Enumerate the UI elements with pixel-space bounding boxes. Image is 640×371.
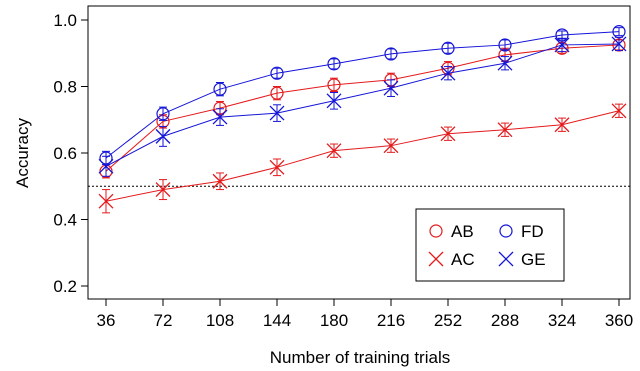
x-tick-label: 72 (154, 311, 173, 330)
series-ge (98, 36, 627, 177)
series-fd (99, 25, 626, 166)
x-marker-stroke (440, 65, 456, 81)
series-ac (98, 103, 627, 214)
legend-label-ge: GE (521, 250, 546, 269)
series-line-ac (105, 110, 620, 202)
x-marker-stroke (498, 251, 514, 267)
data-point-ac (269, 159, 285, 175)
x-marker-stroke (326, 93, 342, 109)
x-marker-stroke (497, 122, 513, 138)
data-point-ge (212, 109, 228, 125)
data-point-ge (383, 80, 399, 96)
y-tick-label: 0.4 (53, 211, 77, 230)
legend-marker-ge (498, 251, 514, 267)
data-point-ac (383, 138, 399, 154)
x-marker-stroke (383, 80, 399, 96)
data-point-ab (327, 78, 341, 92)
legend-box (415, 208, 565, 282)
x-marker-stroke (98, 193, 114, 209)
data-point-fd (384, 47, 398, 61)
series-line-ab (105, 44, 620, 172)
legend-item-fd: FD (499, 222, 544, 241)
data-point-ge (554, 37, 570, 53)
legend-marker-ac (428, 251, 444, 267)
data-point-fd (327, 57, 341, 71)
x-marker-stroke (98, 158, 114, 174)
legend-label-ab: AB (451, 222, 474, 241)
x-tick-label: 216 (377, 311, 405, 330)
data-point-ac (497, 122, 513, 138)
x-marker-stroke (155, 182, 171, 198)
series-line-ge (105, 43, 620, 167)
data-point-fd (441, 41, 455, 55)
x-marker-stroke (428, 251, 444, 267)
y-tick-label: 0.2 (53, 277, 77, 296)
data-point-ge (269, 105, 285, 121)
error-bar (216, 82, 224, 97)
legend-item-ab: AB (429, 222, 474, 241)
data-point-ac (212, 173, 228, 189)
data-point-ac (554, 117, 570, 133)
error-bar (273, 86, 281, 101)
x-marker-stroke (440, 126, 456, 142)
series-ab (99, 38, 626, 179)
x-axis: 36 72 108 144 180 216 252 288 324 360 (97, 299, 633, 330)
x-tick-label: 324 (548, 311, 576, 330)
x-tick-label: 180 (320, 311, 348, 330)
data-point-ge (440, 65, 456, 81)
data-point-fd (213, 82, 227, 96)
x-axis-title: Number of training trials (270, 348, 450, 367)
data-point-fd (498, 38, 512, 52)
legend-item-ac: AC (428, 250, 475, 269)
legend-marker-fd (499, 224, 513, 238)
series-line-fd (105, 31, 620, 159)
x-marker-stroke (269, 159, 285, 175)
legend-label-fd: FD (521, 222, 544, 241)
legend-marker-ab (429, 224, 443, 238)
x-marker-stroke (497, 55, 513, 71)
x-marker-stroke (155, 128, 171, 144)
data-point-ac (326, 143, 342, 159)
series-layer (98, 25, 627, 214)
x-marker-stroke (554, 37, 570, 53)
data-point-ac (155, 182, 171, 198)
y-tick-label: 0.6 (53, 144, 77, 163)
x-tick-label: 108 (206, 311, 234, 330)
x-marker-stroke (269, 105, 285, 121)
x-marker-stroke (326, 143, 342, 159)
data-point-ab (270, 86, 284, 100)
data-point-ge (98, 158, 114, 174)
data-point-fd (156, 107, 170, 121)
data-point-ge (326, 93, 342, 109)
x-marker-stroke (212, 173, 228, 189)
data-point-ge (611, 36, 627, 52)
x-tick-label: 288 (491, 311, 519, 330)
x-marker-stroke (611, 36, 627, 52)
data-point-ge (155, 128, 171, 144)
x-tick-label: 36 (97, 311, 116, 330)
x-marker-stroke (611, 103, 627, 119)
y-axis-title: Accuracy (13, 118, 32, 188)
legend-item-ge: GE (498, 250, 546, 269)
x-marker-stroke (212, 109, 228, 125)
x-tick-label: 144 (263, 311, 291, 330)
x-tick-label: 252 (434, 311, 462, 330)
error-bar (330, 77, 338, 92)
data-point-ac (611, 103, 627, 119)
y-tick-label: 1.0 (53, 11, 77, 30)
data-point-ge (497, 55, 513, 71)
legend-label-ac: AC (451, 250, 475, 269)
x-marker-stroke (383, 138, 399, 154)
y-tick-label: 0.8 (53, 78, 77, 97)
error-bar (159, 106, 167, 121)
x-tick-label: 360 (605, 311, 633, 330)
data-point-ac (440, 126, 456, 142)
legend: AB FD AC GE (415, 208, 565, 282)
error-bar (615, 27, 623, 37)
data-point-ac (98, 193, 114, 209)
y-axis: 0.2 0.4 0.6 0.8 1.0 (53, 11, 88, 296)
data-point-fd (270, 66, 284, 80)
x-marker-stroke (554, 117, 570, 133)
